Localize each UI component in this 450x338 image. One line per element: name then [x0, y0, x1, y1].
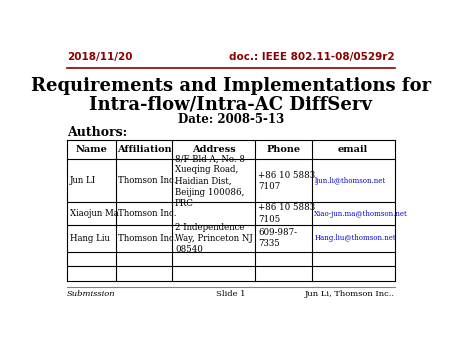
Text: +86 10 5883
7107: +86 10 5883 7107	[258, 171, 315, 191]
Text: ljun.li@thomson.net: ljun.li@thomson.net	[315, 177, 386, 185]
Text: Thomson Inc.: Thomson Inc.	[118, 176, 177, 186]
Text: Hang Liu: Hang Liu	[69, 234, 109, 243]
Text: Xiaojun Ma: Xiaojun Ma	[69, 209, 118, 218]
Text: Intra-flow/Intra-AC DiffServ: Intra-flow/Intra-AC DiffServ	[89, 95, 372, 113]
Text: Xiao-jun.ma@thomson.net: Xiao-jun.ma@thomson.net	[315, 210, 408, 217]
Text: Requirements and Implementations for: Requirements and Implementations for	[31, 77, 431, 95]
Text: Slide 1: Slide 1	[216, 290, 245, 298]
Text: Phone: Phone	[266, 145, 301, 154]
Text: Name: Name	[75, 145, 107, 154]
Text: Hang.liu@thomson.net: Hang.liu@thomson.net	[315, 234, 396, 242]
Text: +86 10 5883
7105: +86 10 5883 7105	[258, 203, 315, 223]
Text: Date: 2008-5-13: Date: 2008-5-13	[177, 114, 284, 126]
Text: Jun LI: Jun LI	[69, 176, 96, 186]
Text: 2018/11/20: 2018/11/20	[67, 52, 132, 63]
Text: Thomson Inc.: Thomson Inc.	[118, 209, 177, 218]
Text: doc.: IEEE 802.11-08/0529r2: doc.: IEEE 802.11-08/0529r2	[229, 52, 395, 63]
Text: 8/F Bld A, No. 8
Xueqing Road,
Haidian Dist,
Beijing 100086,
PRC: 8/F Bld A, No. 8 Xueqing Road, Haidian D…	[175, 154, 245, 208]
Text: Submission: Submission	[67, 290, 115, 298]
Text: 2 Independence
Way, Princeton NJ
08540: 2 Independence Way, Princeton NJ 08540	[175, 223, 253, 254]
Text: Authors:: Authors:	[67, 126, 127, 139]
Text: Address: Address	[192, 145, 235, 154]
Text: Affiliation: Affiliation	[117, 145, 171, 154]
Text: email: email	[338, 145, 368, 154]
Text: 609-987-
7335: 609-987- 7335	[258, 228, 297, 248]
Text: Thomson Inc.: Thomson Inc.	[118, 234, 177, 243]
Text: Jun Li, Thomson Inc..: Jun Li, Thomson Inc..	[305, 290, 395, 298]
